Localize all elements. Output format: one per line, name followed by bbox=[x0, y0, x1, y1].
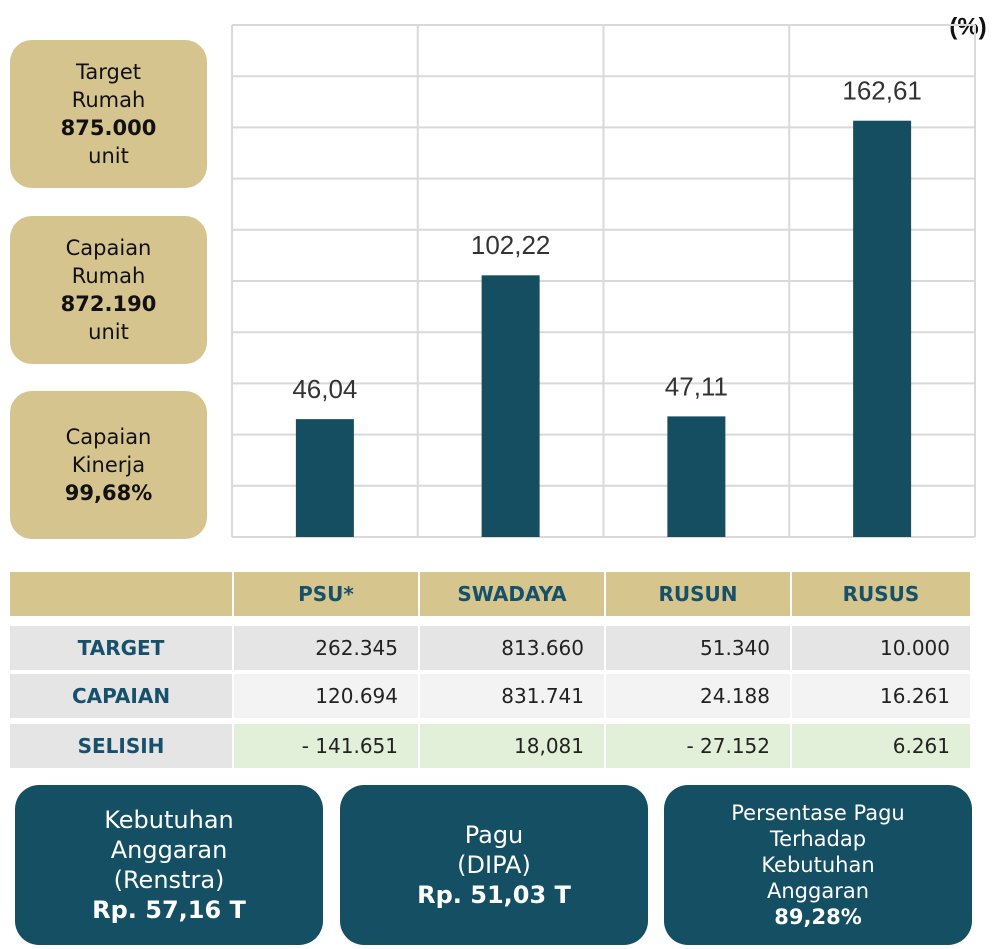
card-text: Kebutuhan bbox=[761, 853, 875, 877]
table-header-cell: RUSUN bbox=[606, 572, 790, 616]
table-cell: - 27.152 bbox=[606, 724, 790, 768]
bar bbox=[667, 416, 726, 537]
card-text: Rumah bbox=[71, 88, 146, 112]
table-cell: 6.261 bbox=[792, 724, 970, 768]
chart: (%) 46,04 102,22 47,11 162,61 bbox=[231, 13, 987, 538]
table-cell: 262.345 bbox=[234, 626, 418, 670]
table-header-cell bbox=[10, 572, 232, 616]
bar bbox=[295, 419, 354, 537]
card-text: Anggaran bbox=[766, 879, 870, 903]
value-label: 47,11 bbox=[665, 371, 728, 401]
card-text: Pagu bbox=[464, 821, 524, 849]
info-card: Capaian Kinerja 99,68% bbox=[10, 391, 207, 539]
card-text: (DIPA) bbox=[457, 851, 531, 879]
table-cell: 24.188 bbox=[606, 674, 790, 718]
card-text: Rumah bbox=[71, 264, 146, 288]
unit-label: (%) bbox=[949, 13, 986, 40]
table-header-cell: PSU* bbox=[234, 572, 418, 616]
value-label: 162,61 bbox=[842, 76, 922, 106]
table-cell: 16.261 bbox=[792, 674, 970, 718]
card-unit: unit bbox=[88, 320, 129, 344]
table-header-cell: RUSUS bbox=[792, 572, 970, 616]
value-label: 46,04 bbox=[292, 374, 357, 404]
row-label: SELISIH bbox=[10, 724, 232, 768]
card-text: Kinerja bbox=[71, 453, 146, 477]
card-value: 89,28% bbox=[774, 905, 862, 929]
table-cell: 51.340 bbox=[606, 626, 790, 670]
card-text: Target bbox=[76, 60, 141, 84]
card-text: Terhadap bbox=[769, 827, 867, 851]
info-card: Capaian Rumah 872.190 unit bbox=[10, 216, 207, 364]
card-value: 872.190 bbox=[60, 292, 157, 316]
card-value: 875.000 bbox=[60, 116, 157, 140]
card-value: Rp. 57,16 T bbox=[92, 896, 246, 924]
card-text: Capaian bbox=[65, 425, 152, 449]
card-text: Capaian bbox=[65, 236, 152, 260]
card-text: Persentase Pagu bbox=[731, 801, 905, 825]
table-cell: 831.741 bbox=[420, 674, 604, 718]
summary-card: Kebutuhan Anggaran (Renstra) Rp. 57,16 T bbox=[15, 785, 323, 945]
table-cell: 10.000 bbox=[792, 626, 970, 670]
bar bbox=[481, 275, 540, 537]
card-value: Rp. 51,03 T bbox=[417, 881, 571, 909]
card-unit: unit bbox=[88, 144, 129, 168]
card-text: (Renstra) bbox=[113, 866, 225, 894]
table-cell: 120.694 bbox=[234, 674, 418, 718]
table-header-cell: SWADAYA bbox=[420, 572, 604, 616]
summary-card: Persentase Pagu Terhadap Kebutuhan Anggaran… bbox=[664, 785, 972, 945]
row-label: CAPAIAN bbox=[10, 674, 232, 718]
card-value: 99,68% bbox=[64, 481, 153, 505]
card-text: Kebutuhan bbox=[104, 806, 234, 834]
table-cell: 813.660 bbox=[420, 626, 604, 670]
table-cell: - 141.651 bbox=[234, 724, 418, 768]
summary-card: Pagu (DIPA) Rp. 51,03 T bbox=[340, 785, 648, 945]
card-text: Anggaran bbox=[110, 836, 228, 864]
row-label: TARGET bbox=[10, 626, 232, 670]
value-label: 102,22 bbox=[471, 230, 551, 260]
info-card: Target Rumah 875.000 unit bbox=[10, 40, 207, 188]
bar bbox=[853, 120, 912, 538]
table-cell: 18,081 bbox=[420, 724, 604, 768]
